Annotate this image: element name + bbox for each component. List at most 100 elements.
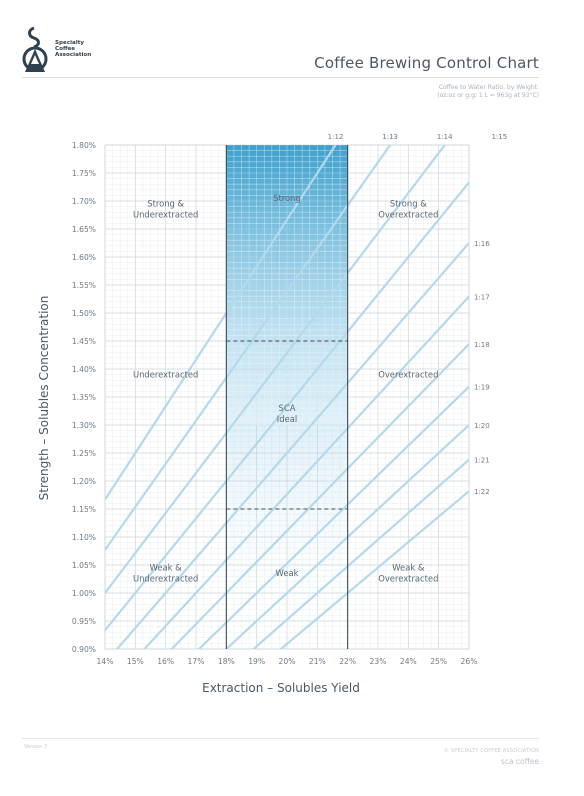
zone-label-line: Overextracted: [378, 210, 438, 220]
zone-label: Weak & Underextracted: [133, 563, 198, 584]
ratio-note-line-1: Coffee to Water Ratio, by Weight.: [438, 84, 539, 91]
page-title: Coffee Brewing Control Chart: [314, 54, 539, 72]
ratio-label: 1:15: [491, 133, 507, 141]
x-tick-label: 20%: [279, 657, 296, 666]
ratio-label: 1:12: [328, 133, 344, 141]
ratio-label: 1:16: [474, 240, 490, 248]
ratio-line-20: [224, 424, 469, 649]
ratio-line-21: [251, 458, 469, 649]
zone-label-line: Overextracted: [378, 369, 438, 379]
ratio-label: 1:13: [382, 133, 398, 141]
zone-label: Strong & Underextracted: [133, 199, 198, 220]
x-tick-label: 21%: [309, 657, 326, 666]
y-tick-label: 1.05%: [72, 561, 96, 570]
ratio-labels: 1:12 1:13 1:14 1:15 1:16 1:17 1:18 1:19 1:20 1:21…: [328, 133, 508, 496]
y-tick-label: 1.55%: [72, 281, 96, 290]
zone-label-line: Weak &: [392, 563, 425, 573]
zone-label: Strong & Overextracted: [378, 199, 438, 220]
logo-line-1: Specialty: [55, 40, 85, 46]
x-tick-label: 18%: [218, 657, 235, 666]
y-tick-label: 1.20%: [72, 477, 96, 486]
ratio-note: Coffee to Water Ratio, by Weight. (oz:oz…: [437, 84, 539, 100]
x-tick-label: 24%: [400, 657, 417, 666]
y-tick-label: 1.80%: [72, 141, 96, 150]
zone-label-line: Weak &: [150, 563, 183, 573]
ratio-line-14: [105, 145, 447, 594]
axis-ticks: 14% 15% 16% 17% 18% 19% 20% 21% 22% 23% 24% 25% 26% 0…: [72, 141, 478, 666]
ratio-line-17: [142, 295, 469, 649]
y-tick-label: 1.00%: [72, 589, 96, 598]
y-tick-label: 1.15%: [72, 505, 96, 514]
zone-label: Overextracted: [378, 369, 438, 379]
ratio-label: 1:14: [437, 133, 453, 141]
ratio-label: 1:18: [474, 341, 490, 349]
y-tick-label: 1.75%: [72, 169, 96, 178]
zone-label: Weak & Overextracted: [378, 563, 438, 584]
ratio-line-22: [279, 490, 469, 649]
ratio-label: 1:22: [474, 488, 490, 496]
x-tick-label: 17%: [188, 657, 205, 666]
x-tick-label: 14%: [97, 657, 114, 666]
ratio-label: 1:20: [474, 422, 490, 430]
y-tick-label: 1.30%: [72, 421, 96, 430]
y-tick-label: 0.95%: [72, 617, 96, 626]
logo-wordmark: Specialty Coffee Association: [55, 40, 91, 59]
zone-label-line: Underextracted: [133, 574, 198, 584]
site-text: sca coffee: [500, 757, 539, 766]
y-tick-label: 1.70%: [72, 197, 96, 206]
ratio-label: 1:17: [474, 294, 490, 302]
header-divider: [22, 77, 539, 78]
zone-label-line: Overextracted: [378, 574, 438, 584]
zone-label-line: Weak: [276, 568, 299, 578]
zone-label-line: Ideal: [277, 414, 297, 424]
zone-label-line: Underextracted: [133, 369, 198, 379]
x-tick-label: 15%: [127, 657, 144, 666]
x-axis-title: Extraction – Solubles Yield: [202, 681, 360, 695]
y-tick-label: 1.65%: [72, 225, 96, 234]
y-tick-label: 1.35%: [72, 393, 96, 402]
x-tick-label: 23%: [370, 657, 387, 666]
x-tick-label: 22%: [339, 657, 356, 666]
ratio-label: 1:19: [474, 384, 490, 392]
x-tick-label: 16%: [157, 657, 174, 666]
zone-label-line: Strong: [273, 193, 301, 203]
version-label: Version 3: [24, 744, 48, 750]
zone-label: Underextracted: [133, 369, 198, 379]
ratio-line-13: [105, 145, 392, 551]
zone-label-line: Strong &: [390, 199, 427, 209]
zone-label: Strong: [273, 193, 301, 203]
x-tick-label: 26%: [461, 657, 478, 666]
ratio-lines: [105, 145, 469, 649]
extraction-strength-bounds: [225, 145, 349, 649]
y-tick-label: 1.40%: [72, 365, 96, 374]
zone-label-line: SCA: [279, 403, 296, 413]
y-tick-label: 1.10%: [72, 533, 96, 542]
zone-label-line: Underextracted: [133, 210, 198, 220]
zone-label-line: Strong &: [147, 199, 184, 209]
zone-label: SCA Ideal: [277, 403, 297, 424]
x-tick-label: 25%: [430, 657, 447, 666]
y-tick-label: 1.60%: [72, 253, 96, 262]
y-axis-title: Strength – Solubles Concentration: [37, 296, 51, 501]
zone-label: Weak: [276, 568, 299, 578]
ratio-line-16: [115, 242, 469, 649]
logo-line-3: Association: [55, 52, 92, 59]
footer-divider: [22, 738, 539, 739]
y-tick-label: 0.90%: [72, 645, 96, 654]
brewing-control-chart: 14% 15% 16% 17% 18% 19% 20% 21% 22% 23% 24% 25% 26% 0…: [37, 133, 508, 695]
y-tick-label: 1.25%: [72, 449, 96, 458]
ratio-line-12: [105, 145, 337, 501]
copyright-text: © SPECIALTY COFFEE ASSOCIATION: [443, 748, 539, 754]
sca-logo-icon: [22, 26, 48, 72]
logo-line-2: Coffee: [55, 46, 76, 53]
ratio-label: 1:21: [474, 457, 490, 465]
ratio-line-15: [105, 181, 469, 632]
ratio-note-line-2: (oz:oz or g:g; 1 L = 963g at 93°C): [437, 92, 539, 99]
sca-logo: Specialty Coffee Association: [22, 26, 102, 76]
ratio-line-18: [170, 343, 469, 649]
y-tick-label: 1.50%: [72, 309, 96, 318]
y-tick-label: 1.45%: [72, 337, 96, 346]
ratio-line-19: [197, 385, 469, 649]
x-tick-label: 19%: [248, 657, 265, 666]
